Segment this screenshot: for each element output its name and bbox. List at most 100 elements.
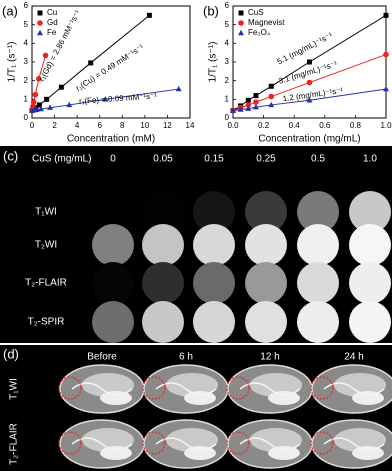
x-tick-label: 0.4	[289, 121, 301, 130]
phantom	[92, 262, 134, 304]
region-of-interest	[142, 431, 166, 455]
region-of-interest	[142, 376, 166, 400]
phantom	[297, 191, 339, 233]
phantom	[92, 191, 134, 233]
marker	[237, 106, 244, 112]
marker	[245, 97, 251, 103]
x-tick-label: 12	[163, 121, 172, 130]
x-tick-label: 0	[30, 121, 35, 130]
annotation: r₁(Gd) = 2.86 mM⁻¹s⁻¹	[37, 8, 82, 83]
phantom	[349, 224, 391, 266]
rat-organ	[166, 373, 218, 397]
region-of-interest	[310, 431, 334, 455]
phantom	[193, 191, 235, 233]
column-label: 0	[110, 154, 116, 165]
rat-organ	[334, 428, 386, 452]
column-label: 0.5	[311, 154, 325, 165]
x-tick-label: 4	[75, 121, 80, 130]
x-tick-label: 10	[140, 121, 149, 130]
phantom	[92, 224, 134, 266]
y-tick-label: 2	[225, 76, 230, 85]
rat-organ	[352, 391, 384, 405]
phantom	[349, 301, 391, 343]
phantom	[142, 301, 184, 343]
marker	[146, 12, 152, 18]
column-label: 24 h	[344, 352, 363, 363]
phantom	[193, 224, 235, 266]
rat-organ	[334, 373, 386, 397]
y-axis-label: 1/T₁ (s⁻¹)	[7, 42, 18, 83]
y-tick-label: 3	[225, 57, 230, 66]
marker	[268, 83, 274, 89]
marker	[33, 106, 40, 112]
rat-organ	[100, 391, 132, 405]
y-axis-label: 1/T₁ (s⁻¹)	[208, 42, 219, 83]
phantom	[349, 262, 391, 304]
y-tick-label: 1	[225, 94, 230, 103]
y-tick-label: 4	[225, 38, 230, 47]
x-tick-label: 0.2	[258, 121, 270, 130]
rat-organ	[352, 446, 384, 460]
region-of-interest	[58, 431, 82, 455]
phantom	[297, 262, 339, 304]
marker	[36, 102, 42, 108]
column-label: 6 h	[179, 352, 193, 363]
legend-marker	[238, 29, 244, 36]
marker	[245, 105, 252, 111]
legend-marker	[238, 10, 244, 16]
phantom	[245, 191, 287, 233]
row-label: T₁WI	[9, 378, 20, 400]
x-tick-label: 2	[52, 121, 57, 130]
y-tick-label: 3	[24, 57, 29, 66]
marker	[58, 84, 64, 90]
panel-label: (c)	[3, 148, 18, 163]
x-tick-label: 0.8	[350, 121, 362, 130]
y-tick-label: 2	[24, 76, 29, 85]
rat-organ	[82, 373, 134, 397]
phantom	[349, 191, 391, 233]
phantom	[193, 301, 235, 343]
phantom	[297, 301, 339, 343]
marker	[88, 60, 94, 66]
column-label: 0.25	[256, 154, 276, 165]
column-label: 1.0	[363, 154, 377, 165]
marker	[306, 97, 313, 103]
marker	[268, 101, 275, 108]
legend-label: Cu	[47, 8, 57, 17]
legend-marker	[37, 10, 43, 16]
x-tick-label: 0.0	[227, 121, 239, 130]
region-of-interest	[58, 376, 82, 400]
marker	[253, 93, 259, 99]
column-label: 0.15	[204, 154, 224, 165]
y-tick-label: 0	[24, 113, 29, 122]
y-tick-label: 5	[24, 20, 29, 29]
rat-organ	[100, 446, 132, 460]
annotation: r₁(Fe) = 0.09 mM⁻¹s⁻¹	[79, 91, 158, 105]
marker	[383, 12, 389, 18]
rat-organ	[166, 428, 218, 452]
marker	[307, 59, 312, 65]
rat-organ	[184, 446, 216, 460]
rat-organ	[268, 446, 300, 460]
x-axis-label: Concentration (mM)	[67, 134, 155, 145]
row-label: T₁WI	[35, 207, 57, 218]
marker	[383, 51, 389, 58]
annotation: 5.1 (mg/mL)⁻¹s⁻¹	[276, 31, 335, 67]
y-tick-label: 0	[225, 113, 230, 122]
y-tick-label: 6	[225, 1, 230, 10]
column-label: 0.05	[153, 154, 173, 165]
rat-organ	[268, 391, 300, 405]
marker	[253, 99, 259, 105]
marker	[38, 105, 45, 112]
rat-organ	[184, 391, 216, 405]
phantom	[245, 262, 287, 304]
marker	[47, 104, 54, 110]
phantom	[92, 301, 134, 343]
y-tick-label: 1	[24, 94, 29, 103]
phantom	[297, 224, 339, 266]
region-of-interest	[226, 376, 250, 400]
panel-label: (d)	[3, 346, 19, 361]
row-label: T₂-SPIR	[28, 317, 65, 328]
y-tick-label: 6	[24, 1, 29, 10]
